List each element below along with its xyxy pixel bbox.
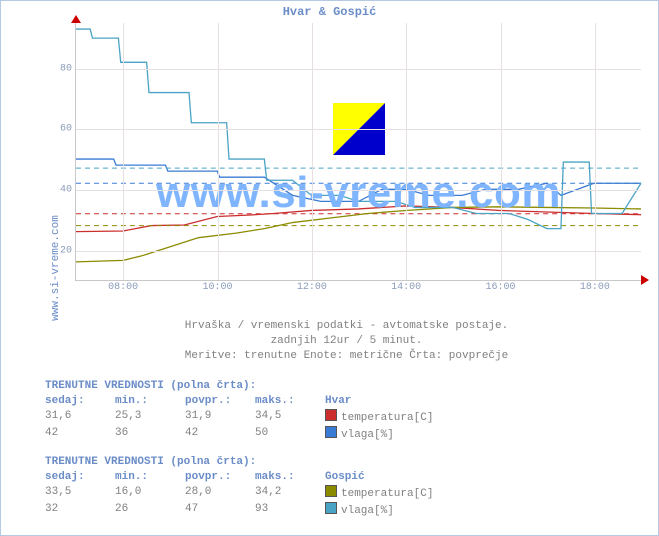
- stats-col-label: maks.:: [255, 470, 325, 485]
- x-axis-arrow-icon: [641, 275, 649, 285]
- stats-block: TRENUTNE VREDNOSTI (polna črta):sedaj:mi…: [45, 379, 648, 443]
- stats-col-label: maks.:: [255, 394, 325, 409]
- gridline-v: [218, 23, 219, 280]
- caption: Hrvaška / vremenski podatki - avtomatske…: [45, 319, 648, 364]
- legend-swatch-icon: [325, 426, 337, 438]
- y-axis-arrow-icon: [71, 15, 81, 23]
- series-canvas: [76, 23, 641, 280]
- caption-line: Meritve: trenutne Enote: metrične Črta: …: [45, 349, 648, 364]
- stats-col-label: sedaj:: [45, 394, 115, 409]
- stats-block: TRENUTNE VREDNOSTI (polna črta):sedaj:mi…: [45, 455, 648, 519]
- xtick-label: 10:00: [202, 282, 232, 293]
- legend-entry: vlaga[%]: [325, 502, 505, 519]
- series-line: [76, 206, 641, 232]
- legend-swatch-icon: [325, 409, 337, 421]
- gridline-h: [76, 129, 641, 130]
- stats-value: 33,5: [45, 485, 115, 502]
- stats-col-label: sedaj:: [45, 470, 115, 485]
- legend-swatch-icon: [325, 485, 337, 497]
- stats-value: 50: [255, 426, 325, 443]
- station-name: Gospić: [325, 470, 465, 485]
- stats-value: 36: [115, 426, 185, 443]
- ytick-label: 40: [60, 184, 72, 195]
- legend-swatch-icon: [325, 502, 337, 514]
- stats-value: 16,0: [115, 485, 185, 502]
- gridline-h: [76, 251, 641, 252]
- stats-col-label: min.:: [115, 394, 185, 409]
- stats-col-label: povpr.:: [185, 394, 255, 409]
- gridline-v: [123, 23, 124, 280]
- xtick-label: 12:00: [297, 282, 327, 293]
- xtick-label: 08:00: [108, 282, 138, 293]
- stats-row: 42364250vlaga[%]: [45, 426, 648, 443]
- stats-col-label: min.:: [115, 470, 185, 485]
- legend-entry: temperatura[C]: [325, 409, 505, 426]
- caption-line: zadnjih 12ur / 5 minut.: [45, 334, 648, 349]
- stats-header: TRENUTNE VREDNOSTI (polna črta):: [45, 455, 648, 470]
- plot-area: www.si-vreme.com 2040608008:0010:0012:00…: [75, 23, 641, 281]
- xtick-label: 18:00: [580, 282, 610, 293]
- station-name: Hvar: [325, 394, 465, 409]
- series-line: [76, 207, 641, 262]
- stats-value: 25,3: [115, 409, 185, 426]
- legend-entry: temperatura[C]: [325, 485, 505, 502]
- gridline-v: [595, 23, 596, 280]
- gridline-h: [76, 190, 641, 191]
- stats-header: TRENUTNE VREDNOSTI (polna črta):: [45, 379, 648, 394]
- legend-label: temperatura[C]: [341, 488, 433, 500]
- stats-value: 34,2: [255, 485, 325, 502]
- stats-value: 31,9: [185, 409, 255, 426]
- stats-value: 42: [185, 426, 255, 443]
- xtick-label: 16:00: [485, 282, 515, 293]
- chart-frame: www.si-vreme.com Hvar & Gospić www.si-vr…: [0, 0, 659, 536]
- stats-cols: sedaj:min.:povpr.:maks.:Gospić: [45, 470, 648, 485]
- gridline-v: [312, 23, 313, 280]
- stats-value: 26: [115, 502, 185, 519]
- stats-value: 42: [45, 426, 115, 443]
- ytick-label: 60: [60, 124, 72, 135]
- legend-label: vlaga[%]: [341, 505, 394, 517]
- xtick-label: 14:00: [391, 282, 421, 293]
- stats-cols: sedaj:min.:povpr.:maks.:Hvar: [45, 394, 648, 409]
- legend-entry: vlaga[%]: [325, 426, 505, 443]
- stats-value: 32: [45, 502, 115, 519]
- stats-value: 31,6: [45, 409, 115, 426]
- ytick-label: 80: [60, 63, 72, 74]
- gridline-v: [406, 23, 407, 280]
- stats-value: 47: [185, 502, 255, 519]
- stats-value: 34,5: [255, 409, 325, 426]
- series-line: [76, 159, 641, 201]
- legend-label: temperatura[C]: [341, 412, 433, 424]
- legend-label: vlaga[%]: [341, 429, 394, 441]
- stats-col-label: povpr.:: [185, 470, 255, 485]
- ytick-label: 20: [60, 245, 72, 256]
- chart-title: Hvar & Gospić: [1, 5, 658, 19]
- caption-line: Hrvaška / vremenski podatki - avtomatske…: [45, 319, 648, 334]
- plot-wrap: www.si-vreme.com 2040608008:0010:0012:00…: [45, 23, 641, 301]
- stats-row: 32264793 vlaga[%]: [45, 502, 648, 519]
- stats-row: 31,625,331,934,5 temperatura[C]: [45, 409, 648, 426]
- stats-row: 33,516,028,034,2 temperatura[C]: [45, 485, 648, 502]
- stats-value: 93: [255, 502, 325, 519]
- gridline-v: [501, 23, 502, 280]
- stats-value: 28,0: [185, 485, 255, 502]
- gridline-h: [76, 69, 641, 70]
